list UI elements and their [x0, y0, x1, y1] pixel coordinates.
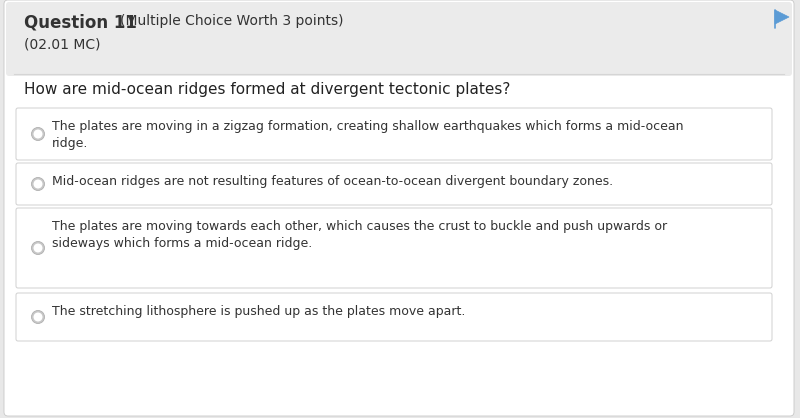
Circle shape [34, 313, 42, 321]
Text: The stretching lithosphere is pushed up as the plates move apart.: The stretching lithosphere is pushed up … [52, 305, 466, 318]
Circle shape [31, 127, 45, 140]
Text: The plates are moving towards each other, which causes the crust to buckle and p: The plates are moving towards each other… [52, 220, 667, 250]
FancyBboxPatch shape [16, 208, 772, 288]
Circle shape [31, 311, 45, 324]
Polygon shape [775, 10, 789, 24]
Text: (02.01 MC): (02.01 MC) [24, 38, 101, 52]
FancyBboxPatch shape [6, 2, 792, 76]
Text: Question 11: Question 11 [24, 14, 137, 32]
FancyBboxPatch shape [16, 108, 772, 160]
FancyBboxPatch shape [9, 39, 789, 74]
Text: How are mid-ocean ridges formed at divergent tectonic plates?: How are mid-ocean ridges formed at diver… [24, 82, 510, 97]
Circle shape [34, 244, 42, 252]
Circle shape [34, 179, 42, 189]
Circle shape [31, 178, 45, 191]
Circle shape [31, 242, 45, 255]
Circle shape [34, 130, 42, 138]
Text: Mid-ocean ridges are not resulting features of ocean-to-ocean divergent boundary: Mid-ocean ridges are not resulting featu… [52, 175, 613, 188]
FancyBboxPatch shape [16, 293, 772, 341]
FancyBboxPatch shape [4, 0, 794, 416]
FancyBboxPatch shape [16, 163, 772, 205]
Text: The plates are moving in a zigzag formation, creating shallow earthquakes which : The plates are moving in a zigzag format… [52, 120, 683, 150]
Text: (Multiple Choice Worth 3 points): (Multiple Choice Worth 3 points) [120, 14, 343, 28]
